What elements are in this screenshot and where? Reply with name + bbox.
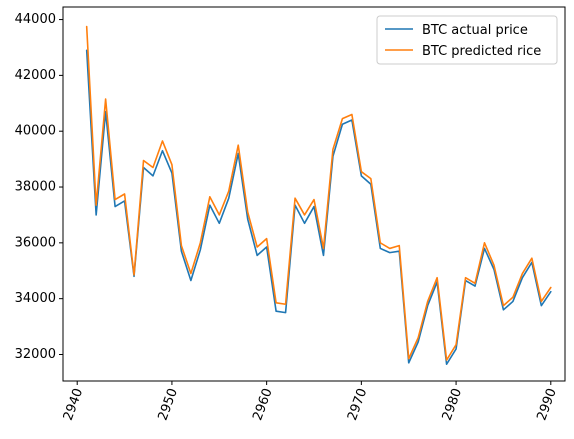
y-tick-label: 40000 — [15, 124, 56, 139]
y-axis: 32000 34000 36000 38000 40000 42000 44000 — [15, 12, 63, 362]
plot-frame — [62, 6, 566, 382]
series-line-predicted — [85, 25, 552, 361]
series-line-actual — [85, 49, 552, 366]
y-tick-label: 32000 — [15, 347, 56, 362]
x-tick-label: 2940 — [61, 386, 86, 422]
y-tick-label: 34000 — [15, 291, 56, 306]
y-tick-label: 36000 — [15, 235, 56, 250]
x-tick-label: 2960 — [250, 386, 275, 422]
y-tick-label: 42000 — [15, 68, 56, 83]
legend-box — [376, 15, 558, 65]
x-tick-label: 2980 — [440, 386, 465, 422]
y-tick-label: 44000 — [15, 12, 56, 27]
plot-area — [62, 6, 566, 382]
x-tick-label: 2990 — [534, 386, 559, 422]
x-axis: 2940 2950 2960 2970 2980 2990 — [61, 381, 560, 423]
y-tick-label: 38000 — [15, 180, 56, 195]
legend-label-predicted: BTC predicted rice — [422, 44, 541, 59]
x-tick-label: 2950 — [156, 386, 181, 422]
series-layer — [85, 25, 552, 366]
legend: BTC actual price BTC predicted rice — [376, 15, 558, 65]
legend-label-actual: BTC actual price — [422, 23, 528, 38]
x-tick-label: 2970 — [345, 386, 370, 422]
